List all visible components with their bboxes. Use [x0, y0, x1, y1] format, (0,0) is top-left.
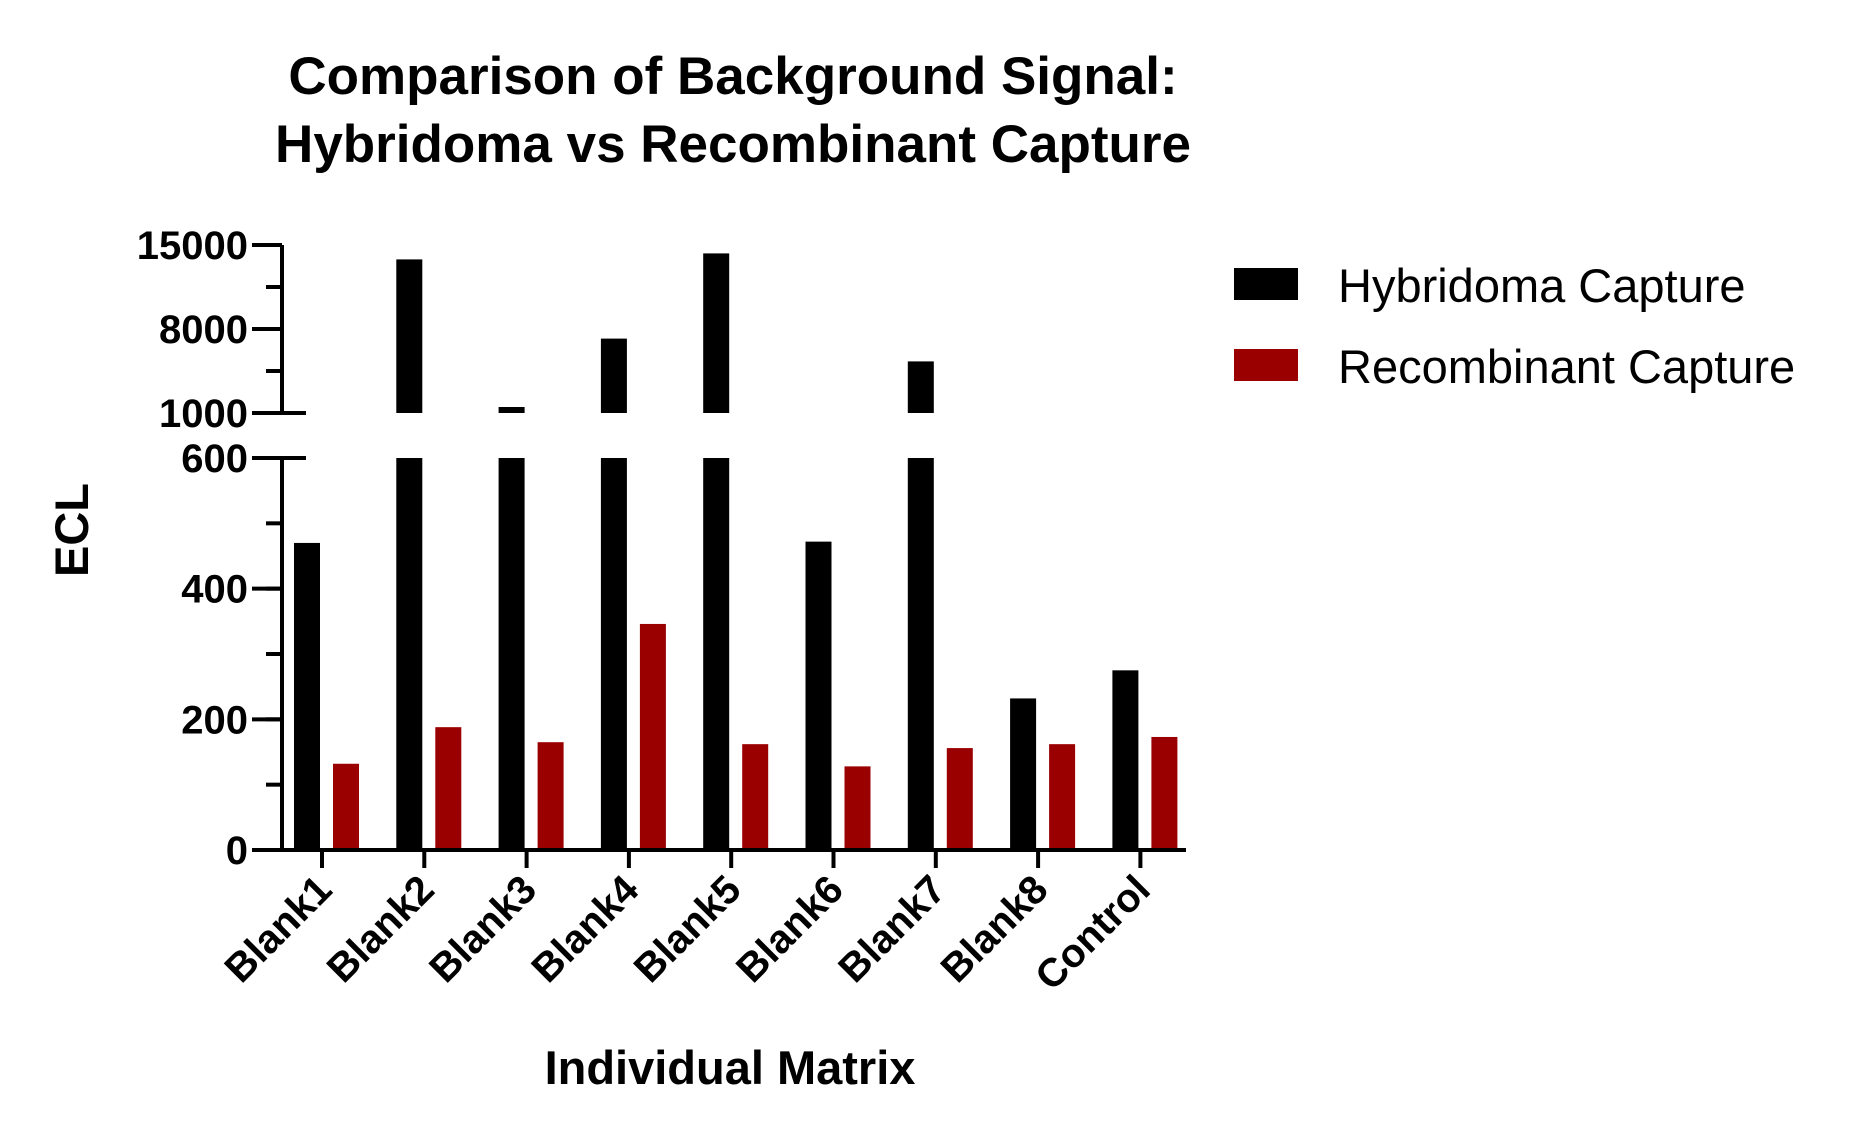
bar-hybridoma-capture-blank6	[805, 541, 832, 850]
legend-swatch-hybridoma	[1234, 268, 1298, 300]
x-tick-label-blank4: Blank4	[523, 867, 647, 991]
y-tick-label: 8000	[159, 308, 248, 352]
chart-title-line-2: Hybridoma vs Recombinant Capture	[275, 115, 1191, 174]
bar-recombinant-capture-blank3	[537, 742, 564, 850]
x-axis: Blank1Blank2Blank3Blank4Blank5Blank6Blan…	[216, 848, 1186, 999]
y-tick-label: 200	[181, 698, 248, 742]
x-tick-label-blank6: Blank6	[728, 867, 852, 991]
x-tick-label-blank3: Blank3	[421, 867, 545, 991]
bar-recombinant-capture-blank6	[844, 766, 871, 850]
bar-hybridoma-capture-blank2-lower	[396, 458, 423, 850]
x-tick-label-blank1: Blank1	[216, 867, 340, 991]
bar-recombinant-capture-blank1	[333, 763, 359, 850]
x-tick-label-blank7: Blank7	[830, 867, 954, 991]
y-axis-title: ECL	[45, 483, 98, 577]
bar-hybridoma-capture-blank4-lower	[600, 458, 627, 850]
bar-hybridoma-capture-blank2-upper	[396, 259, 423, 413]
bar-recombinant-capture-control	[1151, 736, 1178, 850]
legend-swatch-recombinant	[1234, 349, 1298, 381]
legend: Hybridoma Capture Recombinant Capture	[1234, 259, 1795, 393]
chart-title-line-1: Comparison of Background Signal:	[288, 47, 1177, 106]
bar-recombinant-capture-blank5	[742, 744, 769, 850]
y-tick-label: 600	[181, 437, 248, 481]
x-tick-label-blank2: Blank2	[319, 867, 443, 991]
bars	[294, 253, 1178, 850]
y-tick-label: 15000	[137, 224, 248, 268]
x-tick-label-blank5: Blank5	[626, 867, 750, 991]
bar-recombinant-capture-blank8	[1049, 744, 1076, 850]
y-tick-label: 1000	[159, 392, 248, 436]
x-tick-label-control: Control	[1027, 867, 1159, 999]
bar-recombinant-capture-blank7	[946, 748, 973, 850]
bar-recombinant-capture-blank4	[639, 623, 666, 850]
bar-hybridoma-capture-control	[1112, 670, 1139, 850]
bar-recombinant-capture-blank2	[435, 727, 462, 850]
chart-title: Comparison of Background Signal: Hybrido…	[275, 47, 1191, 174]
y-tick-label: 0	[226, 829, 248, 873]
bar-hybridoma-capture-blank8	[1010, 698, 1037, 850]
bar-hybridoma-capture-blank3-upper	[498, 407, 525, 413]
bar-hybridoma-capture-blank7-upper	[907, 361, 934, 413]
legend-label-hybridoma: Hybridoma Capture	[1338, 259, 1746, 312]
bar-hybridoma-capture-blank1	[294, 542, 320, 850]
bar-hybridoma-capture-blank5-lower	[703, 458, 730, 850]
bar-hybridoma-capture-blank4-upper	[600, 338, 627, 413]
y-tick-label: 400	[181, 568, 248, 612]
legend-label-recombinant: Recombinant Capture	[1338, 340, 1795, 393]
x-axis-title: Individual Matrix	[545, 1041, 916, 1094]
bar-hybridoma-capture-blank7-lower	[907, 458, 934, 850]
bar-hybridoma-capture-blank5-upper	[703, 253, 730, 413]
bar-hybridoma-capture-blank3-lower	[498, 458, 525, 850]
